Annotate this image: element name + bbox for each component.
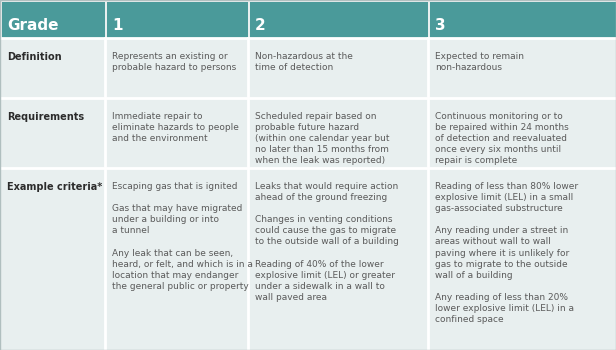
Bar [250,40,428,98]
Bar [2,40,105,98]
Text: Reading of less than 80% lower
explosive limit (LEL) in a small
gas-associated s: Reading of less than 80% lower explosive… [435,182,578,324]
Text: 3: 3 [435,19,445,34]
Bar [430,40,616,98]
Bar [107,100,248,168]
Text: 1: 1 [112,19,123,34]
Bar [107,40,248,98]
Bar [2,170,105,350]
Bar [2,2,105,38]
Bar [250,170,428,350]
Text: Leaks that would require action
ahead of the ground freezing

Changes in venting: Leaks that would require action ahead of… [255,182,399,302]
Text: Requirements: Requirements [7,112,84,122]
Bar [430,2,616,38]
Bar [250,2,428,38]
Bar [107,2,248,38]
Text: Immediate repair to
eliminate hazards to people
and the environment: Immediate repair to eliminate hazards to… [112,112,239,143]
Text: Expected to remain
non-hazardous: Expected to remain non-hazardous [435,52,524,72]
Bar [107,170,248,350]
Text: 2: 2 [255,19,265,34]
Text: Scheduled repair based on
probable future hazard
(within one calendar year but
n: Scheduled repair based on probable futur… [255,112,389,166]
Text: Grade: Grade [7,19,59,34]
Text: Represents an existing or
probable hazard to persons: Represents an existing or probable hazar… [112,52,237,72]
Text: Escaping gas that is ignited

Gas that may have migrated
under a building or int: Escaping gas that is ignited Gas that ma… [112,182,253,291]
Bar [2,100,105,168]
Bar [430,170,616,350]
Text: Definition: Definition [7,52,62,62]
Bar [250,100,428,168]
Text: Example criteria*: Example criteria* [7,182,102,192]
Text: Non-hazardous at the
time of detection: Non-hazardous at the time of detection [255,52,353,72]
Text: Continuous monitoring or to
be repaired within 24 months
of detection and reeval: Continuous monitoring or to be repaired … [435,112,569,166]
Bar [430,100,616,168]
